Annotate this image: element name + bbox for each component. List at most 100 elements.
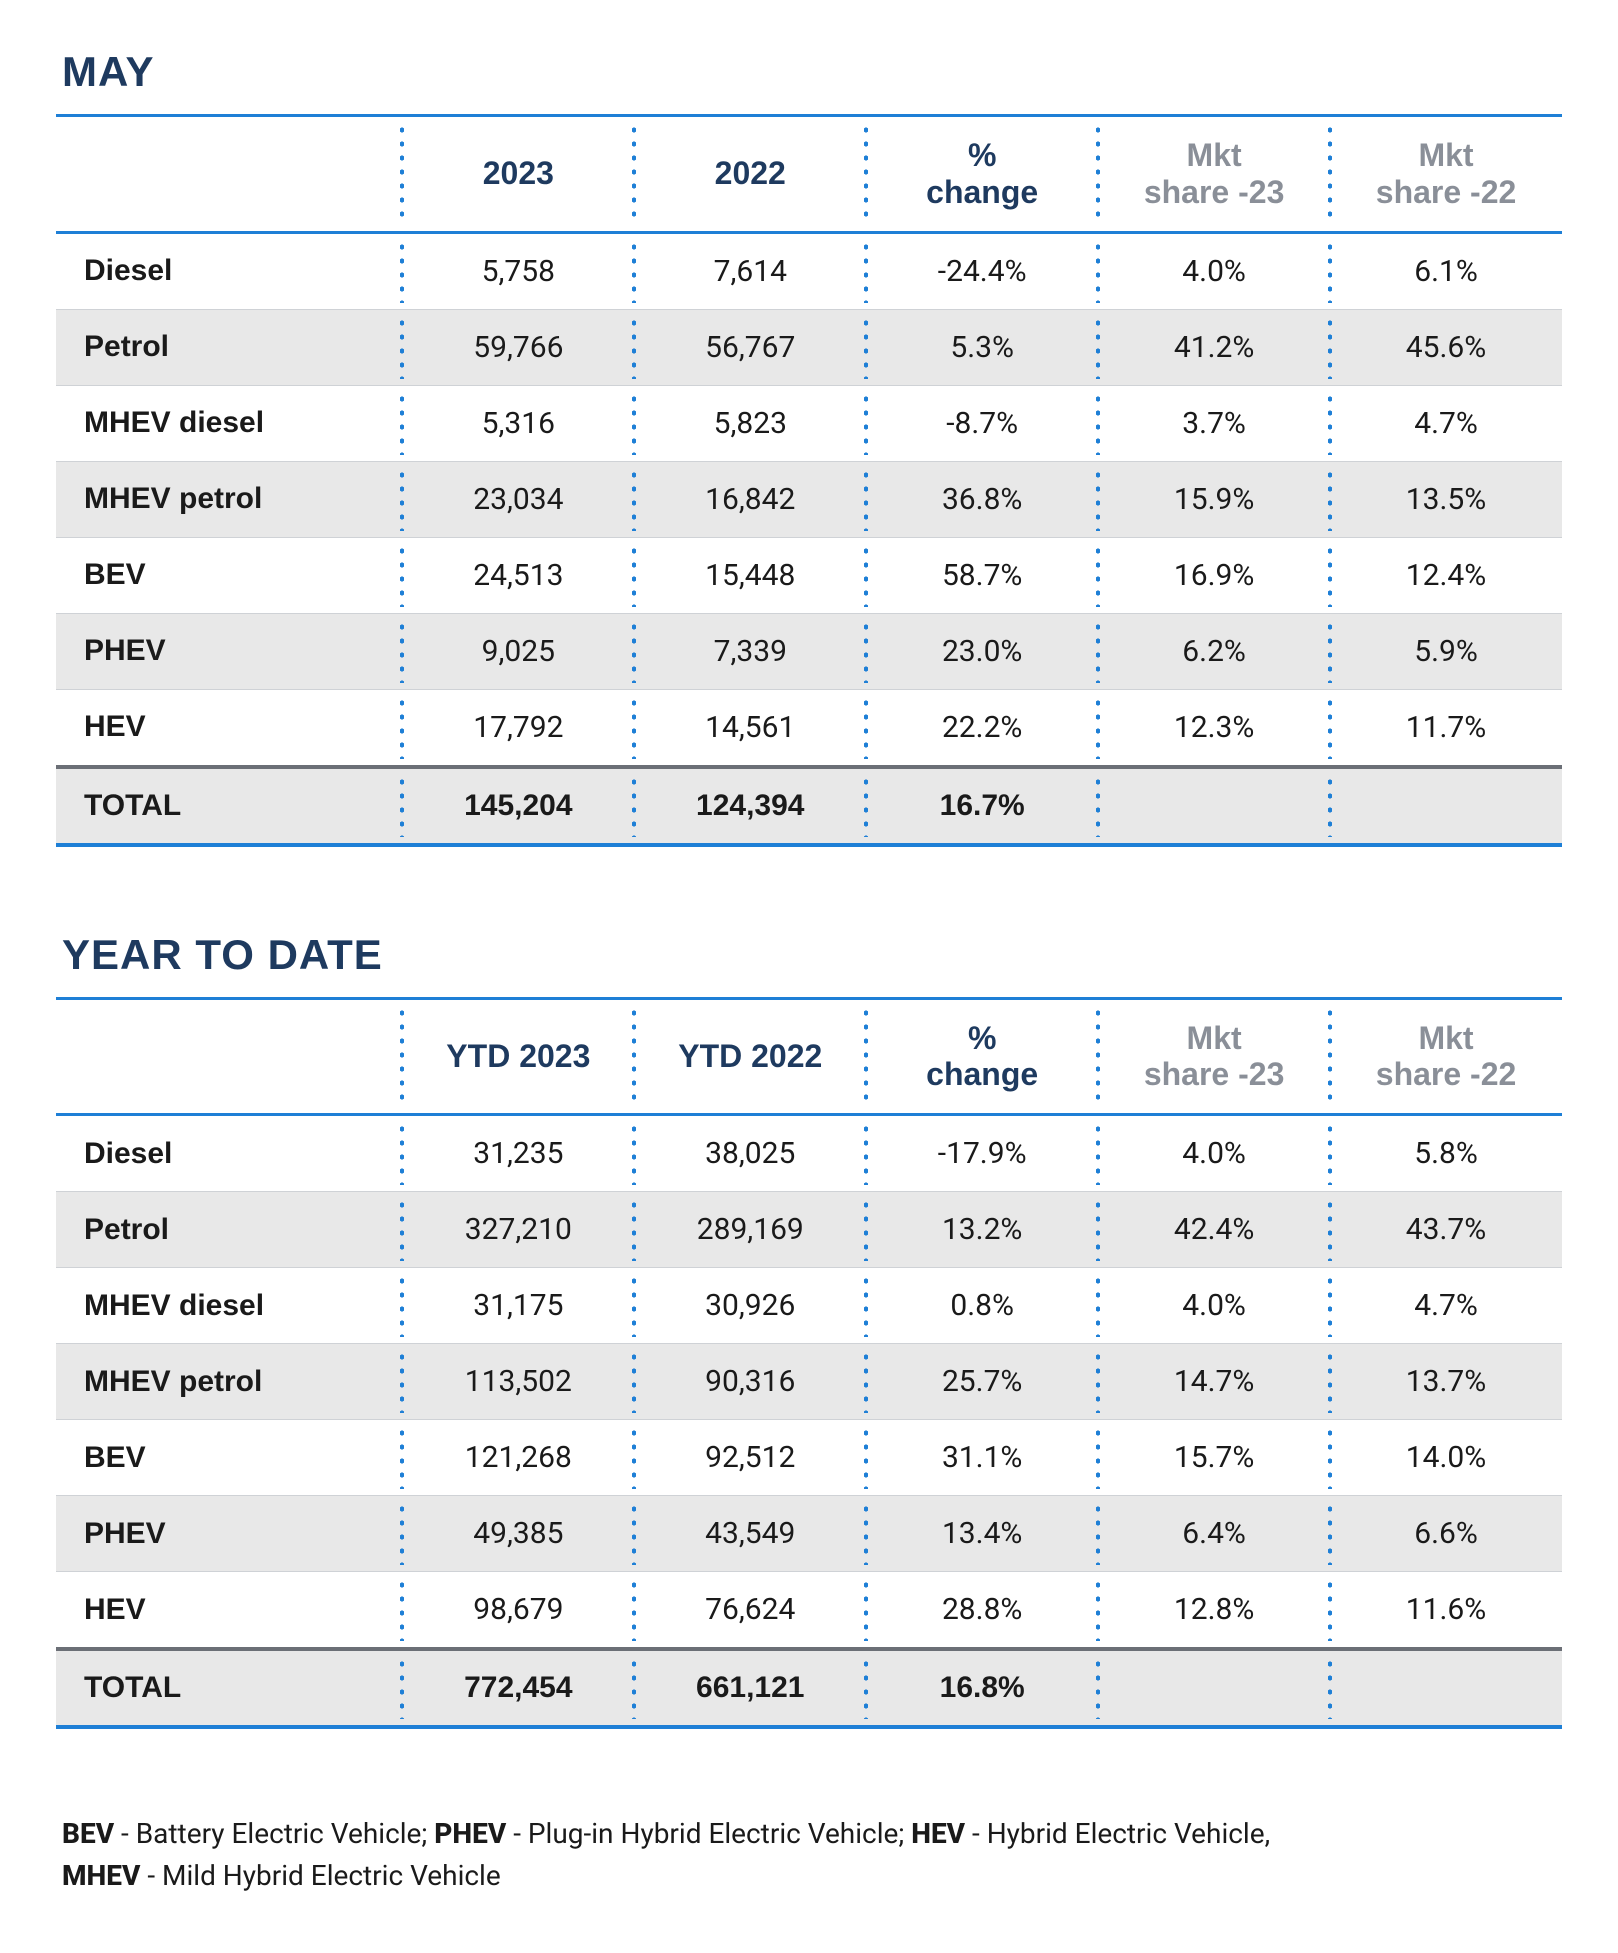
footnote: BEV - Battery Electric Vehicle; PHEV - P… bbox=[56, 1813, 1562, 1897]
table-row: BEV 24,513 15,448 58.7% 16.9% 12.4% bbox=[56, 537, 1562, 613]
cell: 30,926 bbox=[634, 1268, 866, 1344]
table-row: MHEV petrol 23,034 16,842 36.8% 15.9% 13… bbox=[56, 461, 1562, 537]
cell: 5,758 bbox=[402, 232, 634, 309]
row-label: HEV bbox=[56, 1572, 402, 1650]
cell: 4.0% bbox=[1098, 1268, 1330, 1344]
cell: 43,549 bbox=[634, 1496, 866, 1572]
table-may: 2023 2022 %change Mktshare -23 Mktshare … bbox=[56, 114, 1562, 847]
cell: 49,385 bbox=[402, 1496, 634, 1572]
cell: 6.4% bbox=[1098, 1496, 1330, 1572]
cell: 11.7% bbox=[1330, 689, 1562, 767]
cell: 6.6% bbox=[1330, 1496, 1562, 1572]
cell: 327,210 bbox=[402, 1192, 634, 1268]
cell: 41.2% bbox=[1098, 309, 1330, 385]
row-label: HEV bbox=[56, 689, 402, 767]
col-blank bbox=[56, 998, 402, 1115]
cell: -8.7% bbox=[866, 385, 1098, 461]
cell: 31,235 bbox=[402, 1115, 634, 1192]
table-row: Diesel 31,235 38,025 -17.9% 4.0% 5.8% bbox=[56, 1115, 1562, 1192]
cell: 17,792 bbox=[402, 689, 634, 767]
cell bbox=[1330, 767, 1562, 845]
cell: 15.9% bbox=[1098, 461, 1330, 537]
row-label: PHEV bbox=[56, 613, 402, 689]
col-share-23: Mktshare -23 bbox=[1098, 116, 1330, 233]
cell: 3.7% bbox=[1098, 385, 1330, 461]
cell: 24,513 bbox=[402, 537, 634, 613]
cell: 59,766 bbox=[402, 309, 634, 385]
cell: -24.4% bbox=[866, 232, 1098, 309]
cell: 5,823 bbox=[634, 385, 866, 461]
cell: 16.8% bbox=[866, 1649, 1098, 1727]
row-label: BEV bbox=[56, 537, 402, 613]
cell: 22.2% bbox=[866, 689, 1098, 767]
row-label: MHEV petrol bbox=[56, 461, 402, 537]
cell: 31.1% bbox=[866, 1420, 1098, 1496]
cell: 31,175 bbox=[402, 1268, 634, 1344]
table-row: Petrol 327,210 289,169 13.2% 42.4% 43.7% bbox=[56, 1192, 1562, 1268]
cell bbox=[1098, 767, 1330, 845]
cell: 25.7% bbox=[866, 1344, 1098, 1420]
table-header-row: 2023 2022 %change Mktshare -23 Mktshare … bbox=[56, 116, 1562, 233]
col-pct-change: %change bbox=[866, 116, 1098, 233]
col-ytd-2022: YTD 2022 bbox=[634, 998, 866, 1115]
cell: 7,339 bbox=[634, 613, 866, 689]
cell: 16.9% bbox=[1098, 537, 1330, 613]
cell: 5.3% bbox=[866, 309, 1098, 385]
table-body: Diesel 31,235 38,025 -17.9% 4.0% 5.8% Pe… bbox=[56, 1115, 1562, 1728]
col-2022: 2022 bbox=[634, 116, 866, 233]
section-title: YEAR TO DATE bbox=[62, 931, 1562, 979]
table-row: Petrol 59,766 56,767 5.3% 41.2% 45.6% bbox=[56, 309, 1562, 385]
cell: 772,454 bbox=[402, 1649, 634, 1727]
table-row: MHEV diesel 5,316 5,823 -8.7% 3.7% 4.7% bbox=[56, 385, 1562, 461]
table-row: MHEV petrol 113,502 90,316 25.7% 14.7% 1… bbox=[56, 1344, 1562, 1420]
row-label: BEV bbox=[56, 1420, 402, 1496]
cell: 4.0% bbox=[1098, 232, 1330, 309]
table-row: MHEV diesel 31,175 30,926 0.8% 4.0% 4.7% bbox=[56, 1268, 1562, 1344]
row-label: MHEV diesel bbox=[56, 1268, 402, 1344]
cell: 121,268 bbox=[402, 1420, 634, 1496]
col-share-23: Mktshare -23 bbox=[1098, 998, 1330, 1115]
cell: 12.4% bbox=[1330, 537, 1562, 613]
cell: 5.9% bbox=[1330, 613, 1562, 689]
row-label: MHEV petrol bbox=[56, 1344, 402, 1420]
cell: 661,121 bbox=[634, 1649, 866, 1727]
cell: 4.0% bbox=[1098, 1115, 1330, 1192]
cell: 7,614 bbox=[634, 232, 866, 309]
cell: 16.7% bbox=[866, 767, 1098, 845]
cell: 6.2% bbox=[1098, 613, 1330, 689]
table-header-row: YTD 2023 YTD 2022 %change Mktshare -23 M… bbox=[56, 998, 1562, 1115]
cell: 4.7% bbox=[1330, 385, 1562, 461]
cell: 113,502 bbox=[402, 1344, 634, 1420]
table-row: BEV 121,268 92,512 31.1% 15.7% 14.0% bbox=[56, 1420, 1562, 1496]
table-row: PHEV 49,385 43,549 13.4% 6.4% 6.6% bbox=[56, 1496, 1562, 1572]
cell: 289,169 bbox=[634, 1192, 866, 1268]
cell: 5,316 bbox=[402, 385, 634, 461]
col-blank bbox=[56, 116, 402, 233]
cell: 13.4% bbox=[866, 1496, 1098, 1572]
row-label: Diesel bbox=[56, 232, 402, 309]
cell: 15.7% bbox=[1098, 1420, 1330, 1496]
cell: 56,767 bbox=[634, 309, 866, 385]
table-total-row: TOTAL 772,454 661,121 16.8% bbox=[56, 1649, 1562, 1727]
table-row: HEV 17,792 14,561 22.2% 12.3% 11.7% bbox=[56, 689, 1562, 767]
col-share-22: Mktshare -22 bbox=[1330, 998, 1562, 1115]
col-share-22: Mktshare -22 bbox=[1330, 116, 1562, 233]
cell: -17.9% bbox=[866, 1115, 1098, 1192]
cell: 28.8% bbox=[866, 1572, 1098, 1650]
cell: 92,512 bbox=[634, 1420, 866, 1496]
cell: 38,025 bbox=[634, 1115, 866, 1192]
section-may: MAY 2023 2022 %change Mktshare -23 Mktsh… bbox=[56, 48, 1562, 847]
table-ytd: YTD 2023 YTD 2022 %change Mktshare -23 M… bbox=[56, 997, 1562, 1730]
cell: 6.1% bbox=[1330, 232, 1562, 309]
cell: 0.8% bbox=[866, 1268, 1098, 1344]
cell: 14,561 bbox=[634, 689, 866, 767]
row-label: TOTAL bbox=[56, 767, 402, 845]
cell: 90,316 bbox=[634, 1344, 866, 1420]
row-label: TOTAL bbox=[56, 1649, 402, 1727]
cell: 9,025 bbox=[402, 613, 634, 689]
cell: 43.7% bbox=[1330, 1192, 1562, 1268]
section-title: MAY bbox=[62, 48, 1562, 96]
table-body: Diesel 5,758 7,614 -24.4% 4.0% 6.1% Petr… bbox=[56, 232, 1562, 845]
table-row: Diesel 5,758 7,614 -24.4% 4.0% 6.1% bbox=[56, 232, 1562, 309]
cell: 145,204 bbox=[402, 767, 634, 845]
